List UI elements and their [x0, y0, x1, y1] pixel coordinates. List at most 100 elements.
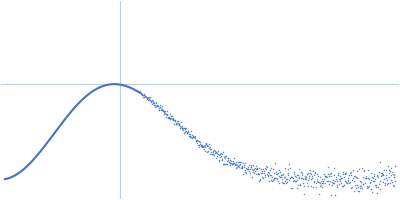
Point: [359, 183, 366, 186]
Point: [261, 172, 267, 175]
Point: [361, 169, 368, 172]
Point: [188, 135, 194, 138]
Point: [206, 143, 212, 146]
Point: [280, 181, 287, 184]
Point: [260, 177, 266, 180]
Point: [386, 176, 392, 179]
Point: [280, 173, 286, 176]
Point: [286, 179, 292, 182]
Point: [352, 175, 358, 178]
Point: [234, 166, 240, 169]
Point: [372, 184, 378, 187]
Point: [289, 186, 295, 190]
Point: [208, 148, 214, 151]
Point: [333, 180, 340, 183]
Point: [291, 171, 297, 174]
Point: [170, 119, 177, 122]
Point: [234, 163, 240, 167]
Point: [217, 152, 223, 156]
Point: [351, 180, 358, 183]
Point: [286, 163, 292, 166]
Point: [137, 90, 144, 93]
Point: [186, 135, 192, 138]
Point: [270, 178, 276, 181]
Point: [287, 176, 293, 179]
Point: [246, 171, 253, 175]
Point: [291, 178, 298, 181]
Point: [307, 177, 314, 180]
Point: [200, 148, 207, 151]
Point: [207, 147, 213, 150]
Point: [186, 133, 193, 136]
Point: [141, 93, 147, 96]
Point: [223, 163, 230, 166]
Point: [390, 185, 397, 188]
Point: [149, 99, 155, 102]
Point: [240, 172, 246, 175]
Point: [273, 172, 279, 175]
Point: [315, 174, 322, 178]
Point: [258, 168, 264, 171]
Point: [266, 179, 272, 182]
Point: [335, 173, 341, 176]
Point: [350, 168, 356, 171]
Point: [168, 116, 174, 119]
Point: [214, 152, 221, 156]
Point: [253, 168, 259, 171]
Point: [294, 179, 300, 182]
Point: [208, 151, 214, 154]
Point: [202, 145, 208, 149]
Point: [249, 167, 256, 170]
Point: [142, 95, 149, 99]
Point: [339, 173, 346, 176]
Point: [293, 175, 299, 179]
Point: [306, 176, 312, 180]
Point: [275, 171, 281, 174]
Point: [329, 183, 336, 186]
Point: [148, 101, 154, 104]
Point: [377, 188, 383, 191]
Point: [216, 158, 223, 162]
Point: [292, 179, 298, 182]
Point: [237, 160, 244, 163]
Point: [348, 171, 355, 174]
Point: [306, 169, 313, 172]
Point: [155, 104, 161, 107]
Point: [158, 107, 164, 110]
Point: [224, 156, 231, 159]
Point: [356, 189, 362, 193]
Point: [209, 152, 215, 155]
Point: [381, 169, 388, 172]
Point: [389, 170, 395, 173]
Point: [345, 177, 352, 180]
Point: [214, 154, 220, 157]
Point: [236, 160, 242, 164]
Point: [201, 144, 207, 147]
Point: [256, 179, 262, 182]
Point: [347, 181, 353, 184]
Point: [244, 168, 251, 171]
Point: [226, 160, 232, 163]
Point: [349, 179, 355, 182]
Point: [189, 135, 196, 138]
Point: [177, 124, 183, 128]
Point: [147, 96, 153, 99]
Point: [138, 92, 144, 95]
Point: [146, 95, 152, 98]
Point: [308, 184, 315, 187]
Point: [346, 173, 352, 176]
Point: [168, 114, 175, 117]
Point: [198, 145, 204, 148]
Point: [174, 119, 181, 122]
Point: [150, 102, 156, 105]
Point: [276, 181, 282, 184]
Point: [277, 175, 284, 178]
Point: [359, 167, 365, 170]
Point: [263, 168, 269, 171]
Point: [288, 175, 295, 178]
Point: [193, 139, 199, 142]
Point: [350, 176, 356, 179]
Point: [222, 157, 228, 160]
Point: [188, 136, 195, 140]
Point: [146, 97, 152, 101]
